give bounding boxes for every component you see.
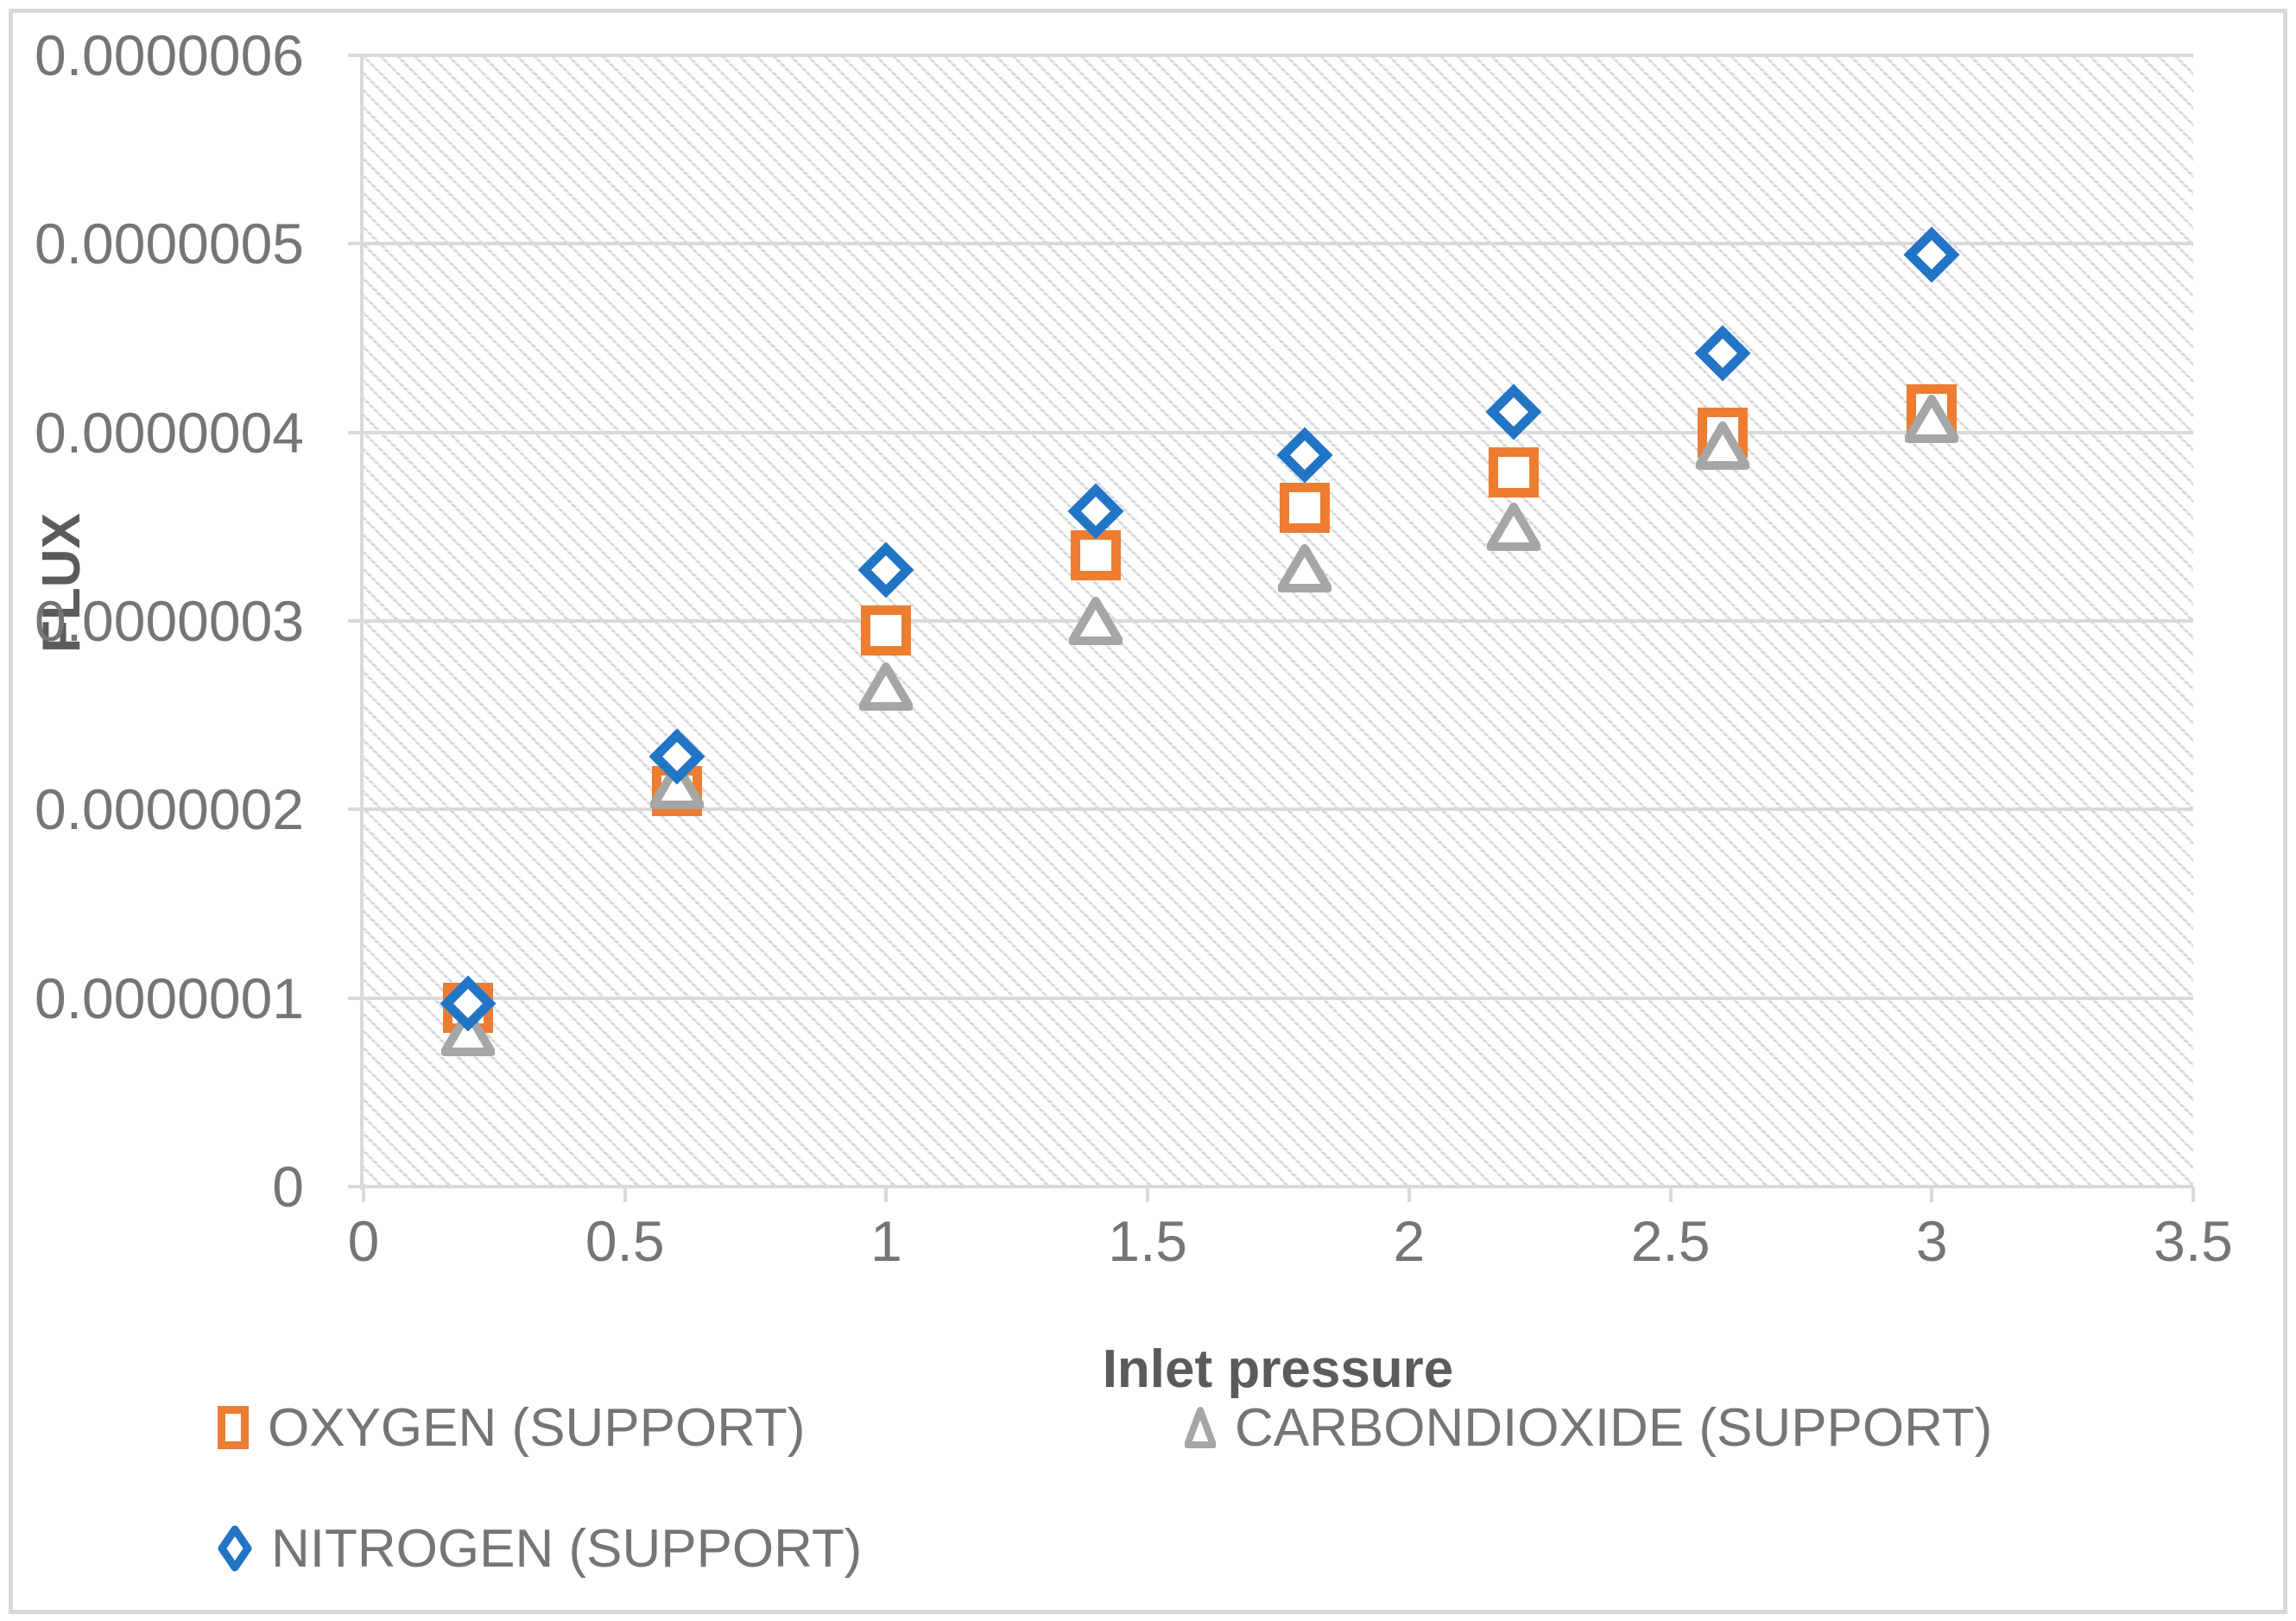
data-point-diamond <box>1694 325 1751 382</box>
carbondioxide-triangle-icon <box>1185 1407 1216 1448</box>
gridline <box>364 996 2193 1000</box>
x-axis-tick <box>1668 1187 1673 1202</box>
y-tick-label: 0.0000005 <box>35 212 304 276</box>
y-axis-tick <box>348 54 364 57</box>
gridline <box>364 619 2193 623</box>
x-axis-tick <box>1930 1187 1934 1202</box>
data-point-triangle <box>441 1007 496 1057</box>
x-axis-tick <box>362 1187 365 1202</box>
triangle-marker-icon <box>650 760 705 809</box>
data-point-triangle <box>1068 596 1123 646</box>
diamond-marker-icon <box>1276 427 1333 484</box>
data-point-diamond <box>1485 383 1542 440</box>
x-tick-label: 0.5 <box>585 1209 665 1273</box>
diamond-marker-icon <box>1067 483 1124 540</box>
y-tick-label: 0 <box>272 1155 304 1219</box>
data-point-diamond <box>440 975 497 1032</box>
legend-label-carbondioxide: CARBONDIOXIDE (SUPPORT) <box>1235 1397 1993 1458</box>
gridline <box>364 54 2193 57</box>
diamond-marker-icon <box>857 541 914 598</box>
triangle-marker-icon <box>1486 502 1540 551</box>
x-tick-label: 0 <box>347 1209 380 1273</box>
y-axis-tick <box>348 619 364 623</box>
y-axis-tick <box>348 242 364 246</box>
y-tick-label: 0.0000001 <box>35 966 304 1030</box>
y-axis-line <box>360 55 364 1190</box>
legend-item-carbondioxide: CARBONDIOXIDE (SUPPORT) <box>1185 1398 1992 1458</box>
legend-label-nitrogen: NITROGEN (SUPPORT) <box>271 1518 863 1579</box>
square-marker-icon <box>1279 483 1330 533</box>
x-tick-label: 2 <box>1393 1209 1426 1273</box>
y-axis-tick <box>348 996 364 1000</box>
x-axis-tick <box>1407 1187 1411 1202</box>
oxygen-square-icon <box>218 1406 249 1449</box>
diamond-marker-icon <box>1694 325 1751 382</box>
triangle-marker-icon <box>1068 597 1123 645</box>
triangle-marker-icon <box>859 662 914 712</box>
x-tick-label: 1.5 <box>1108 1209 1188 1273</box>
data-point-diamond <box>1067 483 1124 540</box>
triangle-marker-icon <box>1905 395 1959 444</box>
legend-label-oxygen: OXYGEN (SUPPORT) <box>268 1397 806 1458</box>
data-point-triangle <box>1277 543 1331 593</box>
square-marker-icon <box>1488 446 1539 497</box>
diamond-marker-icon <box>648 728 705 785</box>
data-point-triangle <box>1905 394 1959 444</box>
nitrogen-diamond-icon <box>218 1525 252 1572</box>
data-point-diamond <box>1903 226 1960 283</box>
data-point-diamond <box>857 541 914 598</box>
data-point-triangle <box>650 760 705 810</box>
y-axis-tick <box>348 807 364 812</box>
data-point-triangle <box>859 662 914 712</box>
x-tick-label: 3.5 <box>2154 1209 2233 1273</box>
x-tick-label: 2.5 <box>1630 1209 1711 1273</box>
x-tick-label: 3 <box>1915 1209 1948 1273</box>
y-tick-label: 0.0000004 <box>35 400 304 465</box>
x-axis-tick <box>2192 1187 2195 1202</box>
gridline <box>364 430 2193 434</box>
triangle-marker-icon <box>1277 543 1331 592</box>
data-point-triangle <box>1486 502 1540 552</box>
x-tick-label: 1 <box>870 1209 902 1273</box>
triangle-marker-icon <box>1696 421 1750 470</box>
y-axis-tick <box>348 1185 364 1188</box>
y-tick-label: 0.0000003 <box>35 589 304 653</box>
y-tick-label: 0.0000006 <box>35 23 304 87</box>
y-tick-label: 0.0000002 <box>35 777 304 842</box>
data-point-square <box>861 605 912 655</box>
data-point-square <box>1279 483 1330 533</box>
diamond-marker-icon <box>1903 226 1960 283</box>
square-marker-icon <box>861 605 912 655</box>
x-axis-tick <box>623 1187 627 1202</box>
x-axis-tick <box>1146 1187 1150 1202</box>
legend-item-oxygen: OXYGEN (SUPPORT) <box>218 1398 805 1458</box>
data-point-triangle <box>1696 421 1750 471</box>
data-point-square <box>1488 446 1539 497</box>
diamond-marker-icon <box>440 975 497 1032</box>
gridline <box>364 807 2193 812</box>
triangle-marker-icon <box>441 1007 496 1056</box>
x-axis-title: Inlet pressure <box>1102 1339 1454 1399</box>
gridline <box>364 1185 2193 1188</box>
y-axis-tick <box>348 430 364 434</box>
data-point-diamond <box>648 728 705 785</box>
data-point-diamond <box>1276 427 1333 484</box>
y-axis-title: FLUX <box>32 513 92 653</box>
gridline <box>364 242 2193 246</box>
diamond-marker-icon <box>1485 383 1542 440</box>
x-axis-tick <box>884 1187 889 1202</box>
legend-item-nitrogen: NITROGEN (SUPPORT) <box>218 1519 862 1579</box>
